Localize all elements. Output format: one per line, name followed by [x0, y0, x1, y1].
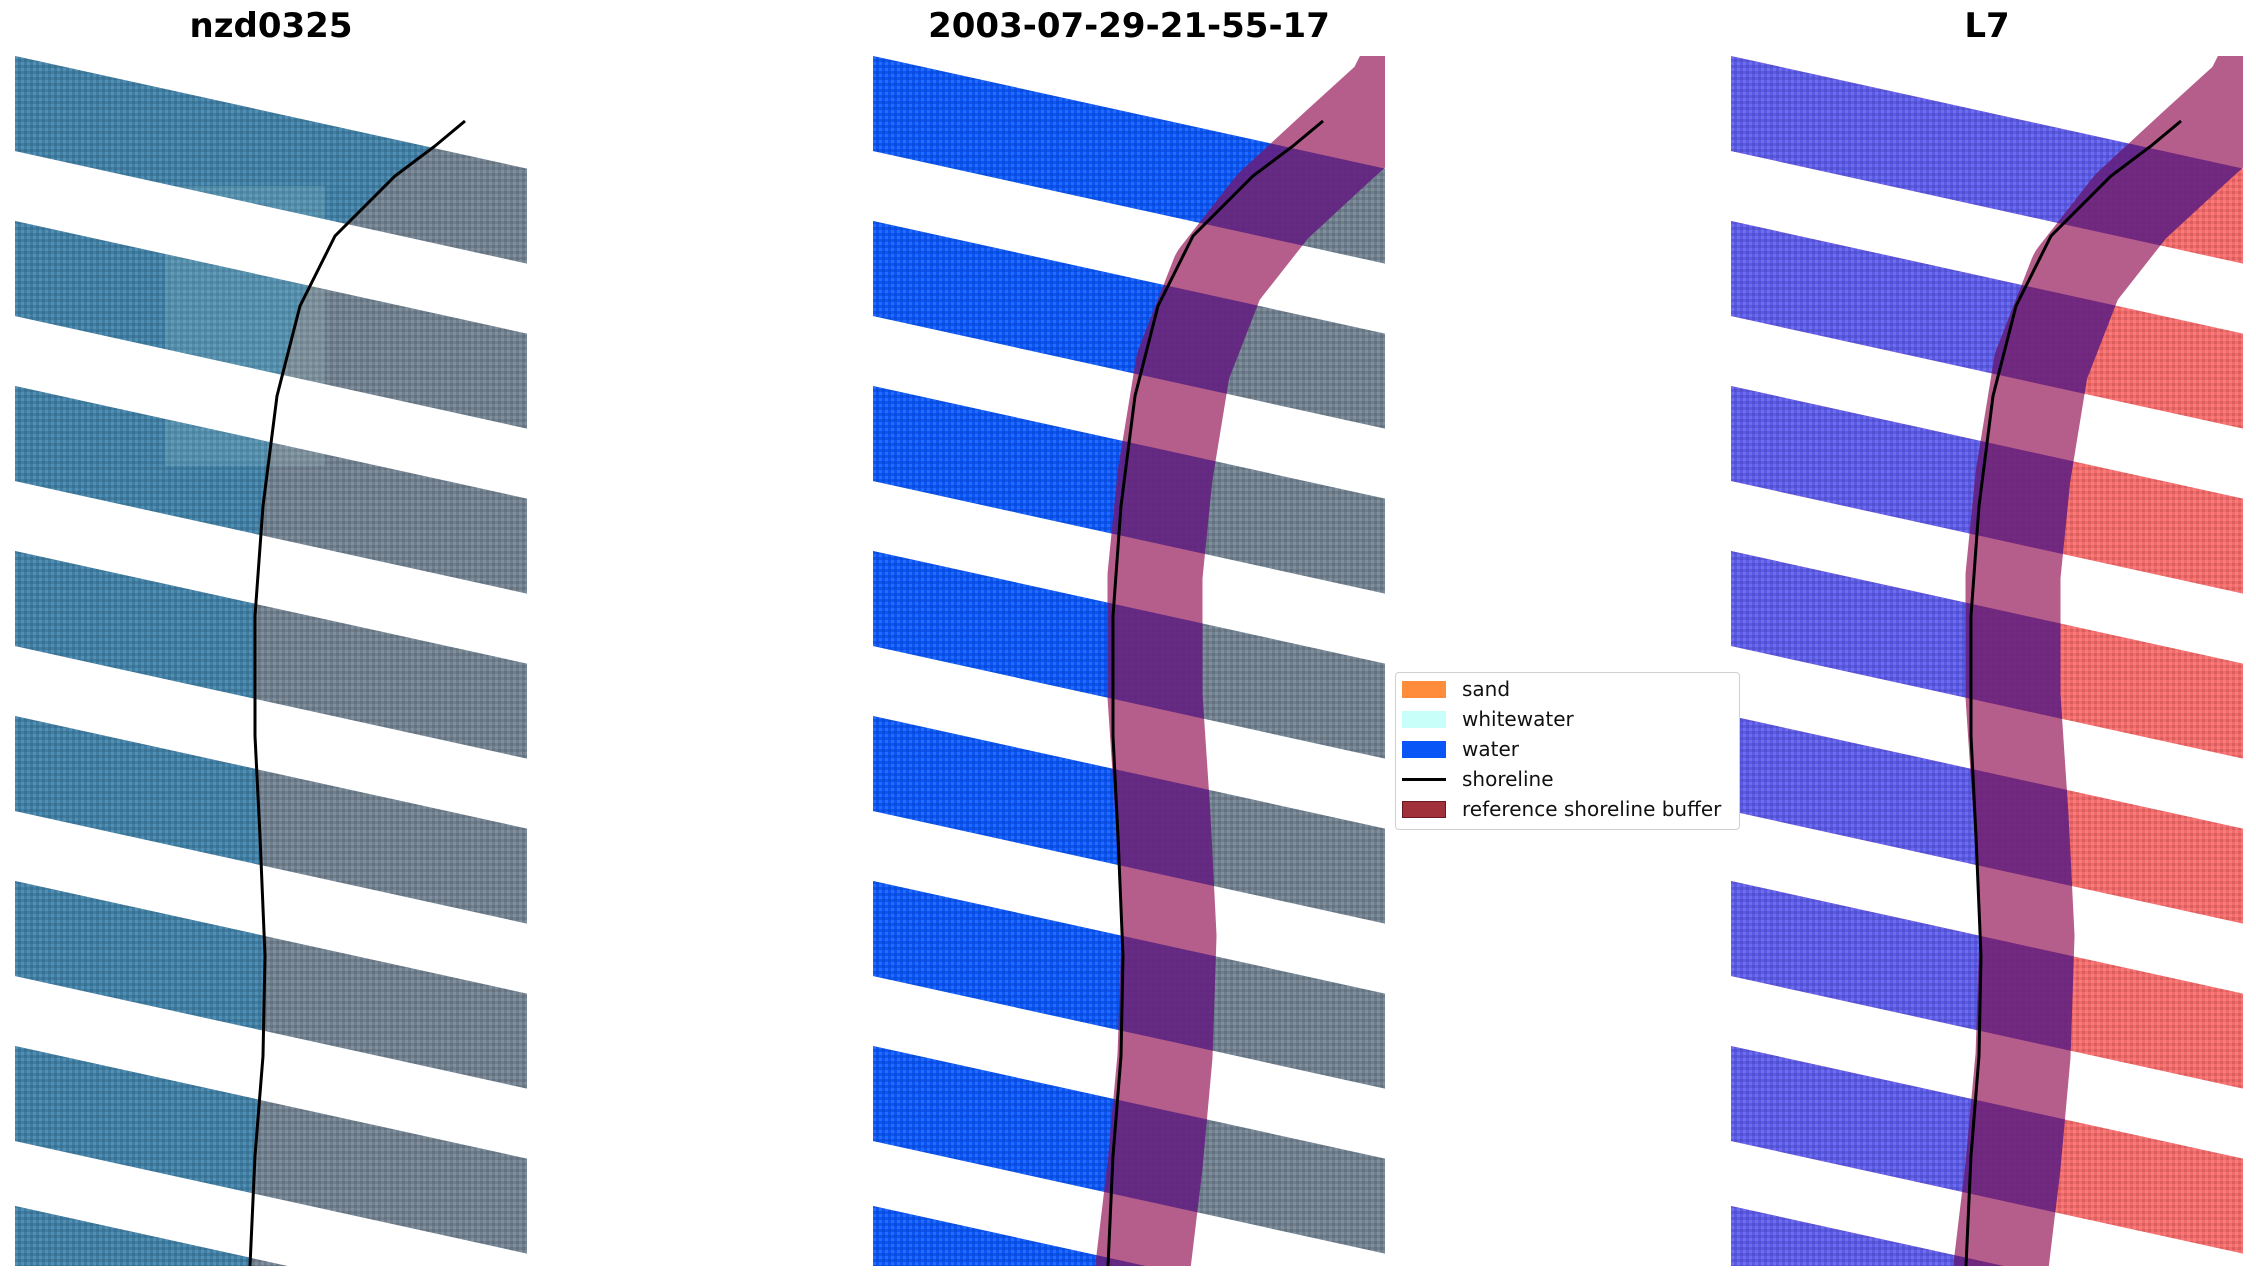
classified-image-panel: [873, 56, 1385, 1266]
whitewater-swatch-icon: [1402, 711, 1446, 728]
index-image-panel: [1731, 56, 2243, 1266]
panel-title-classified: 2003-07-29-21-55-17: [873, 6, 1385, 46]
legend-item-shoreline: shoreline: [1402, 765, 1554, 793]
panel-title-rgb: nzd0325: [15, 6, 527, 46]
legend-label: sand: [1462, 677, 1510, 701]
legend: sand whitewater water shoreline referenc…: [1395, 672, 1740, 830]
legend-label: water: [1462, 737, 1519, 761]
image-bands: [15, 56, 527, 1266]
legend-label: whitewater: [1462, 707, 1574, 731]
turbid-water-patch: [165, 186, 325, 466]
legend-label: reference shoreline buffer: [1462, 797, 1721, 821]
sand-swatch-icon: [1402, 681, 1446, 698]
buffer-swatch-icon: [1402, 801, 1446, 818]
legend-item-reference-buffer: reference shoreline buffer: [1402, 795, 1721, 823]
legend-item-sand: sand: [1402, 675, 1510, 703]
legend-item-whitewater: whitewater: [1402, 705, 1574, 733]
texture-overlay: [15, 56, 527, 1266]
rgb-image-panel: [15, 56, 527, 1266]
legend-label: shoreline: [1462, 767, 1554, 791]
panel-title-index: L7: [1731, 6, 2243, 46]
legend-item-water: water: [1402, 735, 1519, 763]
shoreline-line-icon: [1402, 778, 1446, 781]
water-swatch-icon: [1402, 741, 1446, 758]
